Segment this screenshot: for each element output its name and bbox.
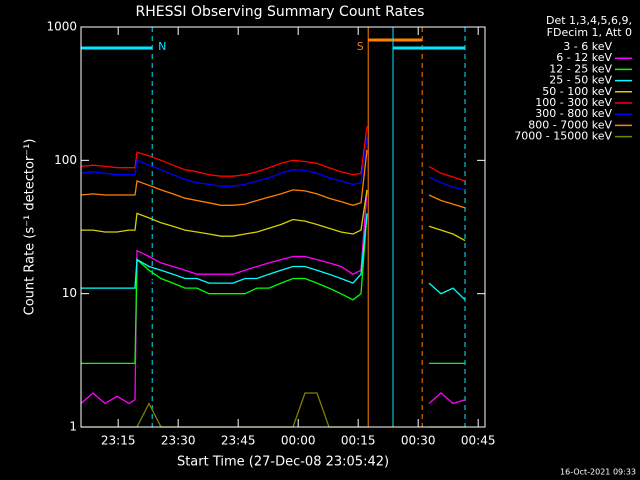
y-axis-label: Count Rate (s⁻¹ detector⁻¹) <box>23 139 38 316</box>
x-tick-label: 00:15 <box>341 434 376 448</box>
legend-label: 12 - 25 keV <box>549 62 612 75</box>
series-line <box>80 126 466 182</box>
series-line <box>81 392 465 428</box>
series-line <box>81 213 465 365</box>
x-tick-label: 00:45 <box>461 434 496 448</box>
series-line <box>136 230 368 316</box>
y-tick-label: 100 <box>54 153 77 167</box>
series-line <box>80 189 466 405</box>
x-tick-label: 00:30 <box>401 434 436 448</box>
series-line <box>80 149 466 209</box>
legend-label: 3 - 6 keV <box>563 40 612 53</box>
legend-header: FDecim 1, Att 0 <box>547 26 632 39</box>
series-line <box>81 189 466 242</box>
legend-label: 800 - 7000 keV <box>528 118 612 131</box>
legend-label: 7000 - 15000 keV <box>514 130 612 143</box>
series-line <box>80 136 466 191</box>
flag-label: S <box>357 40 364 53</box>
legend-label: 6 - 12 keV <box>556 51 612 64</box>
series-line <box>81 213 466 301</box>
y-tick-label: 1 <box>69 420 77 434</box>
legend-label: 50 - 100 keV <box>542 85 612 98</box>
y-tick-label: 10 <box>62 286 77 300</box>
legend-label: 300 - 800 keV <box>535 107 612 120</box>
y-tick-label: 1000 <box>46 20 77 34</box>
plot-frame <box>80 26 486 428</box>
x-tick-label: 23:30 <box>161 434 196 448</box>
x-tick-label: 00:00 <box>281 434 316 448</box>
chart-title: RHESSI Observing Summary Count Rates <box>136 4 425 20</box>
x-tick-label: 23:45 <box>221 434 256 448</box>
x-tick-label: 23:15 <box>101 434 136 448</box>
x-axis-label: Start Time (27-Dec-08 23:05:42) <box>177 455 389 470</box>
footer: 16-Oct-2021 09:33 <box>560 468 636 477</box>
legend-label: 100 - 300 keV <box>535 96 612 109</box>
legend-header: Det 1,3,4,5,6,9, <box>546 14 632 27</box>
legend-label: 25 - 50 keV <box>549 74 612 87</box>
flag-label: N <box>158 40 166 53</box>
